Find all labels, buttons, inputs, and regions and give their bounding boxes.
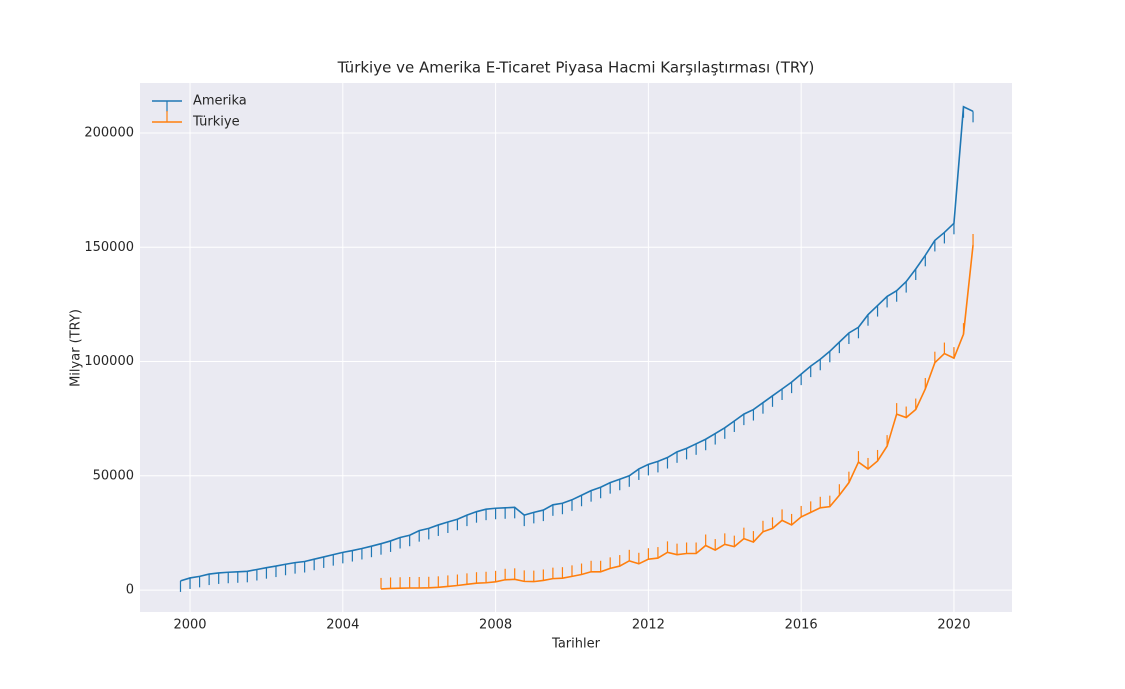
- y-tick-label: 200000: [84, 126, 134, 141]
- y-tick-label: 50000: [93, 468, 134, 483]
- x-tick-label: 2004: [326, 618, 359, 633]
- x-tick-label: 2016: [785, 618, 818, 633]
- x-tick-label: 2020: [937, 618, 970, 633]
- y-tick-label: 150000: [84, 240, 134, 255]
- x-axis-label: Tarihler: [551, 637, 601, 652]
- x-tick-label: 2012: [632, 618, 665, 633]
- chart-title: Türkiye ve Amerika E-Ticaret Piyasa Hacm…: [337, 59, 815, 77]
- y-tick-label: 0: [126, 583, 134, 598]
- legend-label: Amerika: [193, 94, 247, 109]
- x-tick-label: 2000: [173, 618, 206, 633]
- legend-label: Türkiye: [192, 115, 240, 130]
- series-line: [180, 105, 974, 582]
- y-tick-label: 100000: [84, 354, 134, 369]
- x-tick-label: 2008: [479, 618, 512, 633]
- y-axis-label: Milyar (TRY): [69, 309, 84, 387]
- plot-area: [140, 83, 1012, 612]
